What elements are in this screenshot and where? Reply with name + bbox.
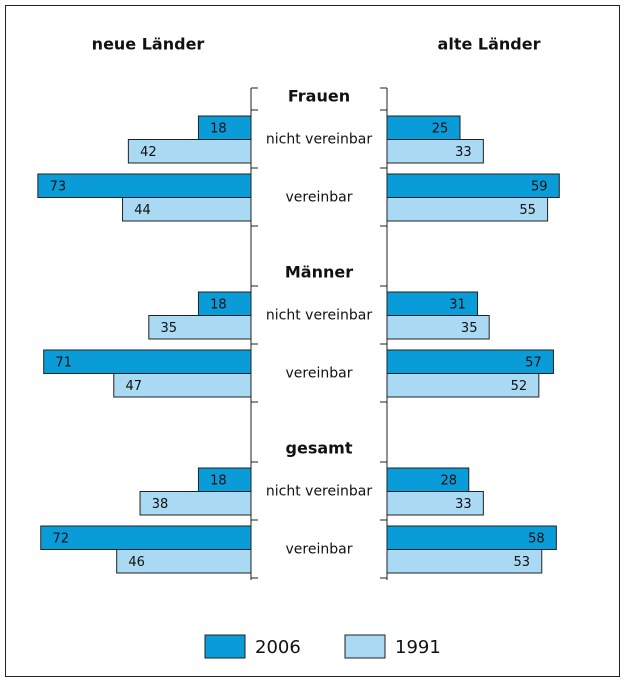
- value-label: 35: [161, 321, 178, 336]
- frame: [5, 5, 620, 677]
- panel-title: neue Länder: [92, 35, 205, 54]
- bar: [37, 173, 252, 198]
- bar: [127, 139, 252, 164]
- value-label: 73: [50, 179, 67, 194]
- bar: [122, 197, 252, 222]
- value-label: 35: [461, 321, 478, 336]
- legend-swatch: [204, 634, 246, 659]
- value-label: 52: [511, 379, 528, 394]
- bar: [386, 197, 549, 222]
- value-label: 55: [519, 203, 536, 218]
- category-label: vereinbar: [286, 366, 353, 382]
- value-label: 33: [455, 145, 472, 160]
- bar: [40, 525, 252, 550]
- value-label: 53: [513, 555, 530, 570]
- value-label: 72: [52, 531, 69, 546]
- bar: [139, 491, 252, 516]
- group-label: gesamt: [286, 439, 353, 458]
- category-label: vereinbar: [286, 542, 353, 558]
- value-label: 57: [525, 355, 542, 370]
- value-label: 25: [432, 121, 449, 136]
- group-label: Frauen: [288, 87, 350, 106]
- value-label: 71: [55, 355, 72, 370]
- value-label: 44: [134, 203, 151, 218]
- bar: [43, 349, 252, 374]
- legend-label: 1991: [395, 637, 441, 658]
- value-label: 42: [140, 145, 157, 160]
- category-label: nicht vereinbar: [266, 132, 372, 148]
- value-label: 18: [210, 121, 227, 136]
- value-label: 46: [128, 555, 145, 570]
- bar: [386, 115, 461, 140]
- value-label: 18: [210, 297, 227, 312]
- panel-title: alte Länder: [438, 35, 541, 54]
- value-label: 28: [440, 473, 457, 488]
- bar: [386, 139, 484, 164]
- value-label: 59: [531, 179, 548, 194]
- value-label: 47: [125, 379, 142, 394]
- category-label: vereinbar: [286, 190, 353, 206]
- value-label: 58: [528, 531, 545, 546]
- bar: [386, 315, 490, 340]
- legend-swatch: [344, 634, 386, 659]
- legend-label: 2006: [255, 637, 301, 658]
- bar: [148, 315, 252, 340]
- bar: [386, 491, 484, 516]
- bar: [113, 373, 252, 398]
- category-label: nicht vereinbar: [266, 484, 372, 500]
- value-label: 18: [210, 473, 227, 488]
- value-label: 33: [455, 497, 472, 512]
- value-label: 31: [449, 297, 466, 312]
- group-label: Männer: [285, 263, 353, 282]
- bar: [116, 549, 252, 574]
- category-label: nicht vereinbar: [266, 308, 372, 324]
- value-label: 38: [152, 497, 169, 512]
- bar: [386, 373, 540, 398]
- bar: [386, 549, 543, 574]
